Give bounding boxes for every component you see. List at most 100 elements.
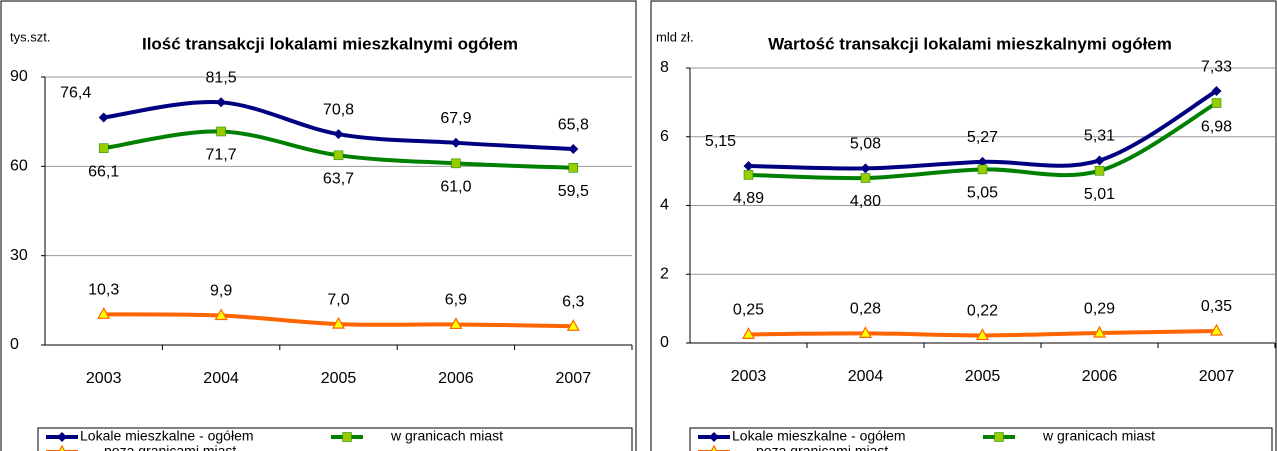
legend-label: poza granicami miast xyxy=(756,443,888,451)
legend-label: w granicach miast xyxy=(390,428,503,444)
y-tick-label: 8 xyxy=(660,59,669,76)
marker xyxy=(450,137,461,148)
x-tick-label: 2006 xyxy=(1082,368,1118,385)
marker xyxy=(214,308,228,321)
marker xyxy=(216,97,227,108)
marker xyxy=(98,143,109,153)
marker xyxy=(216,126,226,137)
marker xyxy=(449,317,463,330)
marker xyxy=(743,160,754,171)
axis-label: mld zł. xyxy=(656,29,694,44)
marker xyxy=(1211,98,1222,108)
marker xyxy=(568,144,579,155)
marker xyxy=(566,318,580,331)
legend-label: poza granicami miast xyxy=(104,443,236,451)
marker xyxy=(860,163,871,174)
y-tick-label: 60 xyxy=(10,158,28,175)
marker xyxy=(977,164,988,175)
marker xyxy=(743,170,754,180)
y-tick-label: 90 xyxy=(10,68,28,85)
data-label: 76,4 xyxy=(60,85,91,102)
x-tick-label: 2005 xyxy=(321,370,357,387)
marker xyxy=(710,444,718,451)
data-label: 0,29 xyxy=(1084,300,1115,317)
x-tick-label: 2007 xyxy=(1199,368,1235,385)
x-tick-label: 2004 xyxy=(848,368,884,385)
data-label: 10,3 xyxy=(88,282,119,299)
marker xyxy=(98,112,109,123)
x-tick-label: 2004 xyxy=(203,370,239,387)
axis-label: tys.szt. xyxy=(10,29,50,44)
data-label: 7,0 xyxy=(327,291,349,308)
marker xyxy=(1211,86,1222,97)
data-label: 4,89 xyxy=(733,190,764,207)
data-label: 5,27 xyxy=(967,129,998,146)
data-label: 4,80 xyxy=(850,193,881,210)
data-label: 5,08 xyxy=(850,136,881,153)
data-label: 0,25 xyxy=(733,302,764,319)
y-tick-label: 2 xyxy=(660,265,669,282)
y-tick-label: 0 xyxy=(660,334,669,351)
chart-frame xyxy=(650,0,1277,451)
marker xyxy=(97,307,111,319)
marker xyxy=(1094,155,1105,166)
marker xyxy=(741,327,756,340)
x-tick-label: 2006 xyxy=(438,370,474,387)
legend-label: Lokale mieszkalne - ogółem xyxy=(80,428,254,444)
marker xyxy=(975,328,990,341)
marker xyxy=(333,150,344,161)
marker xyxy=(333,129,344,140)
marker xyxy=(860,173,871,183)
data-label: 0,35 xyxy=(1201,298,1232,315)
data-label: 71,7 xyxy=(206,147,237,164)
data-label: 61,0 xyxy=(440,179,471,196)
marker xyxy=(568,163,579,173)
marker xyxy=(1092,325,1107,338)
x-tick-label: 2003 xyxy=(86,370,122,387)
data-label: 5,05 xyxy=(967,185,998,202)
marker xyxy=(977,156,988,167)
data-label: 6,98 xyxy=(1201,118,1232,135)
data-label: 63,7 xyxy=(323,171,354,188)
marker xyxy=(1094,166,1105,176)
y-tick-label: 4 xyxy=(660,197,669,214)
marker xyxy=(709,432,719,442)
data-label: 65,8 xyxy=(558,116,589,133)
marker xyxy=(342,432,352,442)
marker xyxy=(858,326,873,338)
x-tick-label: 2007 xyxy=(556,370,592,387)
data-label: 0,28 xyxy=(850,301,881,318)
data-label: 0,22 xyxy=(967,303,998,320)
data-label: 67,9 xyxy=(440,110,471,127)
data-label: 81,5 xyxy=(206,70,237,87)
data-label: 70,8 xyxy=(323,101,354,118)
data-label: 7,33 xyxy=(1201,58,1232,75)
marker xyxy=(1209,323,1224,336)
chart-frame xyxy=(0,0,637,451)
data-label: 9,9 xyxy=(210,283,232,300)
data-label: 6,9 xyxy=(445,292,467,309)
marker xyxy=(994,432,1004,442)
x-tick-label: 2005 xyxy=(965,368,1001,385)
chart-title: Ilość transakcji lokalami mieszkalnymi o… xyxy=(142,34,518,53)
marker xyxy=(58,444,66,451)
y-tick-label: 30 xyxy=(10,247,28,264)
data-label: 5,01 xyxy=(1084,186,1115,203)
marker xyxy=(451,158,461,169)
legend-label: Lokale mieszkalne - ogółem xyxy=(732,428,906,444)
x-tick-label: 2003 xyxy=(731,368,767,385)
data-label: 6,3 xyxy=(562,293,584,310)
y-tick-label: 6 xyxy=(660,128,669,145)
legend-box xyxy=(37,427,633,451)
data-label: 59,5 xyxy=(558,183,589,200)
data-label: 66,1 xyxy=(88,163,119,180)
legend-box xyxy=(689,427,1273,451)
chart-title: Wartość transakcji lokalami mieszkalnymi… xyxy=(768,34,1172,53)
data-label: 5,31 xyxy=(1084,128,1115,145)
data-label: 5,15 xyxy=(705,133,736,150)
y-tick-label: 0 xyxy=(10,336,19,353)
marker xyxy=(57,432,67,442)
marker xyxy=(331,316,346,329)
legend-label: w granicach miast xyxy=(1042,428,1155,444)
